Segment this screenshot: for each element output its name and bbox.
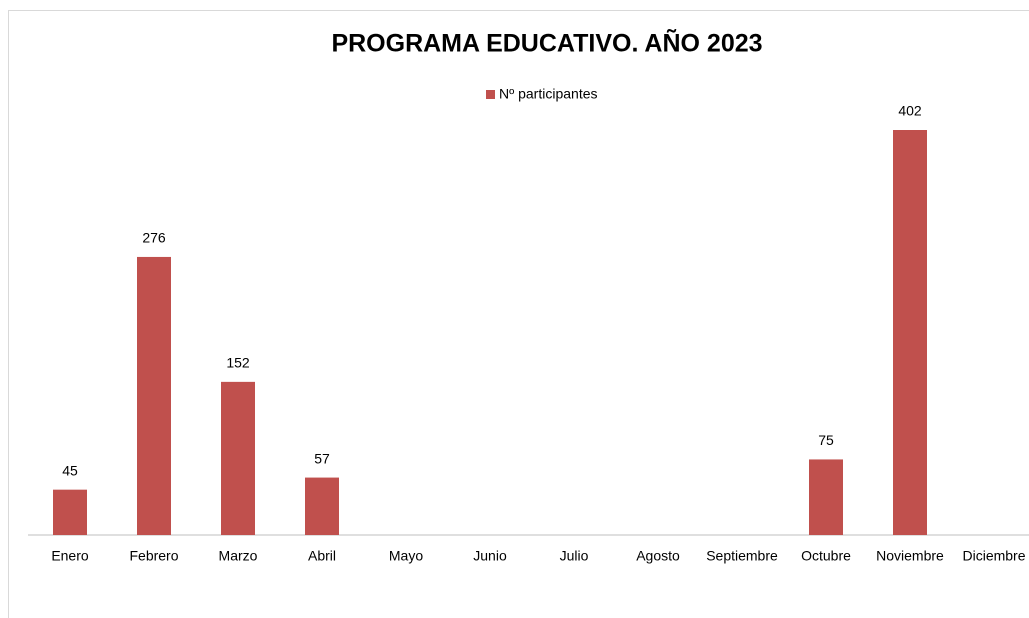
- x-tick-label: Enero: [51, 548, 89, 564]
- bar: [53, 489, 87, 535]
- x-tick-label: Diciembre: [962, 548, 1025, 564]
- x-tick-label: Abril: [308, 548, 336, 564]
- x-tick-label: Noviembre: [876, 548, 944, 564]
- chart-frame: [8, 10, 1029, 618]
- bar: [893, 130, 927, 535]
- x-tick-label: Septiembre: [706, 548, 778, 564]
- bar: [221, 381, 255, 535]
- x-tick-label: Julio: [560, 548, 589, 564]
- x-tick-label: Junio: [473, 548, 507, 564]
- bar: [305, 477, 339, 535]
- x-tick-label: Mayo: [389, 548, 423, 564]
- data-label: 45: [62, 462, 78, 478]
- data-label: 152: [226, 355, 250, 371]
- data-label: 402: [898, 103, 922, 119]
- chart-title: PROGRAMA EDUCATIVO. AÑO 2023: [331, 28, 762, 58]
- legend-swatch: [486, 90, 495, 99]
- data-label: 57: [314, 450, 330, 466]
- x-tick-label: Febrero: [129, 548, 178, 564]
- data-label: 75: [818, 432, 834, 448]
- x-tick-label: Marzo: [219, 548, 258, 564]
- bar: [809, 459, 843, 535]
- legend-label: Nº participantes: [499, 86, 598, 102]
- bar: [137, 256, 171, 535]
- x-tick-label: Agosto: [636, 548, 680, 564]
- data-label: 276: [142, 230, 166, 246]
- x-tick-label: Octubre: [801, 548, 851, 564]
